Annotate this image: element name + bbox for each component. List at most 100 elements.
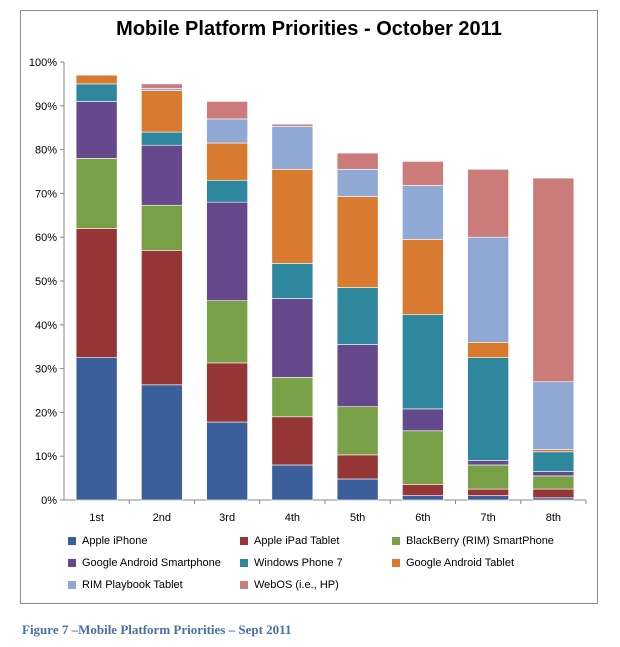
legend-swatch bbox=[240, 537, 248, 545]
legend-label: WebOS (i.e., HP) bbox=[254, 579, 339, 591]
bar-segment bbox=[206, 101, 248, 120]
legend-item: Google Android Tablet bbox=[392, 557, 514, 569]
bar-segment bbox=[206, 201, 248, 302]
bar-segment bbox=[467, 460, 509, 466]
x-tick-label: 1st bbox=[89, 512, 104, 524]
bar-segment bbox=[271, 464, 314, 501]
bar-segment bbox=[467, 357, 509, 461]
bar-segment bbox=[402, 161, 444, 186]
bar-segment bbox=[141, 90, 183, 133]
x-tick-label: 2nd bbox=[153, 512, 171, 524]
y-tick-label: 90% bbox=[35, 101, 57, 113]
bar-segment bbox=[336, 196, 379, 288]
legend-swatch bbox=[68, 581, 76, 589]
bar-segment bbox=[206, 362, 248, 423]
bar-segment bbox=[402, 239, 444, 316]
bar-segment bbox=[336, 169, 379, 197]
x-tick-label: 3rd bbox=[219, 512, 235, 524]
bar-segment bbox=[532, 497, 575, 501]
bar-segment bbox=[467, 488, 509, 496]
y-axis-labels: 0% 10% 20% 30% 40% 50% 60% 70% 80% 90% 100% bbox=[29, 57, 57, 507]
x-axis-labels: 1st 2nd 3rd 4th 5th 6th 7th 8th bbox=[89, 512, 561, 524]
bar-segment bbox=[336, 152, 379, 170]
legend-label: Apple iPhone bbox=[82, 535, 148, 547]
bar-segment bbox=[141, 131, 183, 146]
bar-segment bbox=[532, 177, 575, 383]
y-tick-label: 80% bbox=[35, 145, 57, 157]
bar-segment bbox=[271, 263, 314, 299]
legend-label: BlackBerry (RIM) SmartPhone bbox=[406, 535, 554, 547]
legend-item: Google Android Smartphone bbox=[68, 557, 221, 569]
bar-segment bbox=[402, 185, 444, 240]
legend-item: BlackBerry (RIM) SmartPhone bbox=[392, 535, 554, 547]
legend-label: Google Android Smartphone bbox=[82, 557, 221, 569]
bar-segment bbox=[336, 344, 379, 408]
bar-segment bbox=[271, 123, 314, 127]
legend-item: Apple iPad Tablet bbox=[240, 535, 339, 547]
legend-swatch bbox=[68, 559, 76, 567]
bar-segment bbox=[467, 236, 509, 343]
x-tick-label: 8th bbox=[546, 512, 561, 524]
bar-segment bbox=[141, 250, 183, 386]
legend-swatch bbox=[240, 559, 248, 567]
bar-segment bbox=[141, 384, 183, 501]
bar-segment bbox=[75, 158, 118, 229]
bar-segment bbox=[336, 454, 379, 480]
bar-segment bbox=[75, 74, 118, 85]
bar-segment bbox=[271, 298, 314, 378]
bar-segment bbox=[467, 342, 509, 358]
bar-segment bbox=[75, 101, 118, 159]
legend-swatch bbox=[392, 559, 400, 567]
y-tick-label: 60% bbox=[35, 232, 57, 244]
y-tick-label: 100% bbox=[29, 57, 57, 69]
bar-segment bbox=[532, 451, 575, 472]
bar-segment bbox=[206, 421, 248, 501]
bar-segment bbox=[402, 495, 444, 501]
legend-swatch bbox=[392, 537, 400, 545]
bar-segment bbox=[532, 471, 575, 477]
bar-segment bbox=[402, 408, 444, 432]
legend-item: Windows Phone 7 bbox=[240, 557, 343, 569]
y-tick-label: 20% bbox=[35, 407, 57, 419]
bar-segment bbox=[532, 381, 575, 450]
bar-segment bbox=[532, 475, 575, 490]
bar-segment bbox=[75, 357, 118, 501]
legend-item: Apple iPhone bbox=[68, 535, 147, 547]
bar-segment bbox=[336, 478, 379, 501]
bar-segment bbox=[271, 169, 314, 264]
bar-segment bbox=[402, 314, 444, 410]
x-tick-label: 6th bbox=[415, 512, 430, 524]
bar-segment bbox=[75, 228, 118, 358]
bar-segment bbox=[206, 118, 248, 144]
chart-bars bbox=[75, 74, 575, 501]
bar-segment bbox=[402, 484, 444, 496]
bar-segment bbox=[467, 169, 509, 238]
legend-label: RIM Playbook Tablet bbox=[82, 579, 183, 591]
bar-segment bbox=[141, 204, 183, 251]
bar-segment bbox=[402, 430, 444, 485]
legend-label: Windows Phone 7 bbox=[254, 557, 343, 569]
bar-segment bbox=[271, 416, 314, 466]
bar-segment bbox=[271, 377, 314, 418]
bar-segment bbox=[206, 142, 248, 181]
bar-segment bbox=[141, 87, 183, 91]
y-tick-label: 30% bbox=[35, 364, 57, 376]
y-tick-label: 0% bbox=[41, 495, 57, 507]
y-tick-label: 10% bbox=[35, 451, 57, 463]
figure-caption: Figure 7 –Mobile Platform Priorities – S… bbox=[22, 622, 292, 637]
bar-segment bbox=[532, 449, 575, 453]
bar-segment bbox=[532, 488, 575, 499]
legend-label: Google Android Tablet bbox=[406, 557, 515, 569]
bar-segment bbox=[336, 287, 379, 345]
x-tick-label: 7th bbox=[480, 512, 495, 524]
x-tick-label: 4th bbox=[285, 512, 300, 524]
bar-segment bbox=[141, 83, 183, 89]
bar-segment bbox=[467, 464, 509, 490]
bar-segment bbox=[336, 406, 379, 456]
bar-segment bbox=[75, 83, 118, 102]
x-tick-label: 5th bbox=[350, 512, 365, 524]
legend-swatch bbox=[68, 537, 76, 545]
bar-segment bbox=[141, 144, 183, 206]
legend-item: RIM Playbook Tablet bbox=[68, 579, 183, 591]
